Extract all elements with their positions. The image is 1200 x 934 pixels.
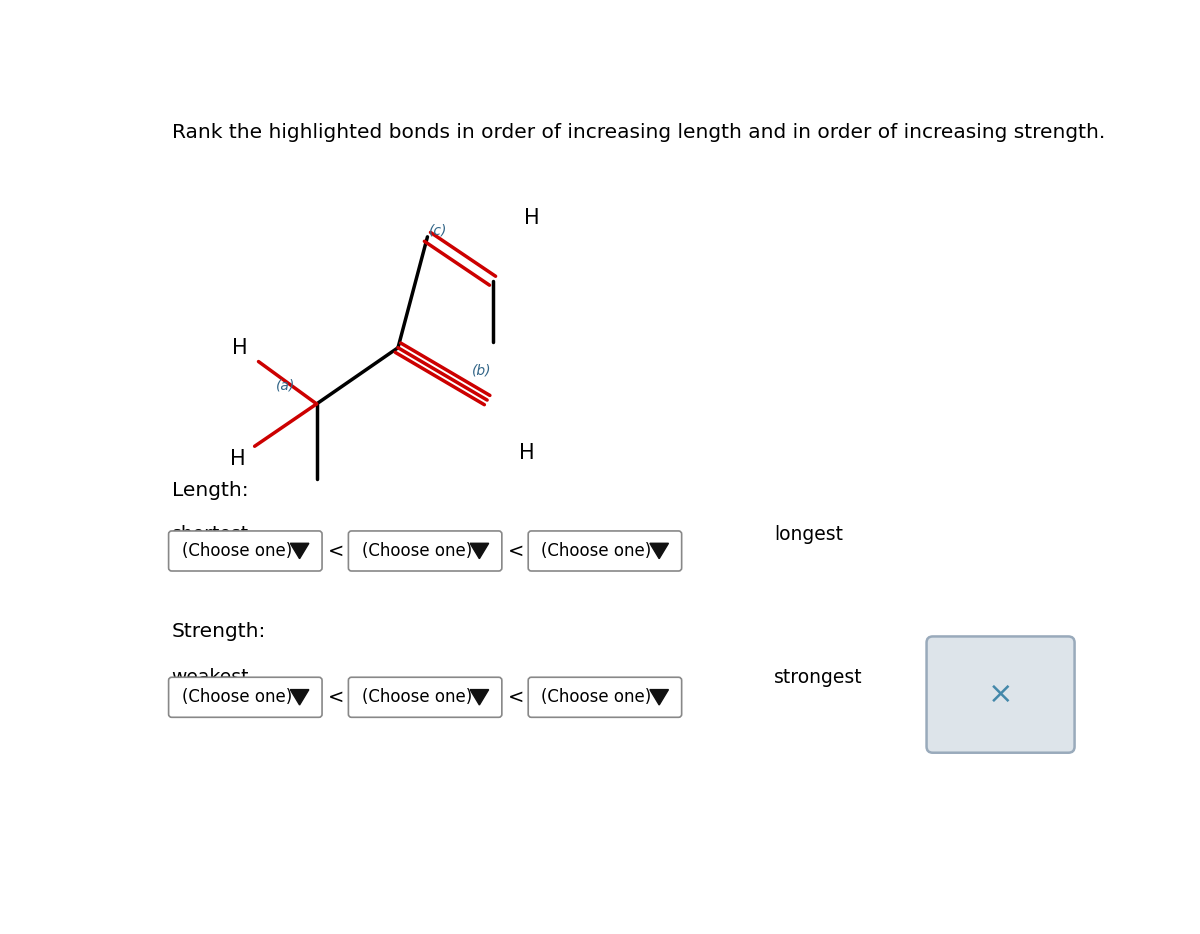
Text: (Choose one): (Choose one): [541, 688, 652, 706]
Polygon shape: [470, 689, 488, 705]
Polygon shape: [650, 544, 668, 559]
Text: (Choose one): (Choose one): [181, 542, 292, 560]
Text: longest: longest: [774, 525, 842, 544]
Text: Rank the highlighted bonds in order of increasing length and in order of increas: Rank the highlighted bonds in order of i…: [172, 123, 1105, 142]
FancyBboxPatch shape: [168, 677, 322, 717]
FancyBboxPatch shape: [926, 636, 1074, 753]
Polygon shape: [650, 689, 668, 705]
Text: shortest: shortest: [172, 525, 248, 544]
FancyBboxPatch shape: [348, 531, 502, 571]
Text: (Choose one): (Choose one): [361, 542, 472, 560]
FancyBboxPatch shape: [168, 531, 322, 571]
Polygon shape: [470, 544, 488, 559]
Polygon shape: [290, 544, 308, 559]
Text: H: H: [518, 443, 534, 463]
Text: H: H: [232, 338, 247, 359]
FancyBboxPatch shape: [348, 677, 502, 717]
Text: (Choose one): (Choose one): [541, 542, 652, 560]
Text: (Choose one): (Choose one): [361, 688, 472, 706]
Text: Strength:: Strength:: [172, 622, 266, 641]
FancyBboxPatch shape: [528, 531, 682, 571]
Text: <: <: [329, 542, 344, 560]
Text: strongest: strongest: [774, 668, 863, 687]
Text: <: <: [329, 687, 344, 707]
Text: <: <: [508, 687, 524, 707]
Text: (a): (a): [276, 378, 295, 392]
Text: weakest: weakest: [172, 668, 250, 687]
Text: (c): (c): [430, 223, 448, 237]
Text: H: H: [229, 449, 245, 470]
FancyBboxPatch shape: [528, 677, 682, 717]
Polygon shape: [290, 689, 308, 705]
Text: ×: ×: [988, 680, 1013, 709]
Text: H: H: [524, 207, 540, 228]
Text: (Choose one): (Choose one): [181, 688, 292, 706]
Text: <: <: [508, 542, 524, 560]
Text: (b): (b): [472, 363, 492, 377]
Text: Length:: Length:: [172, 481, 248, 500]
